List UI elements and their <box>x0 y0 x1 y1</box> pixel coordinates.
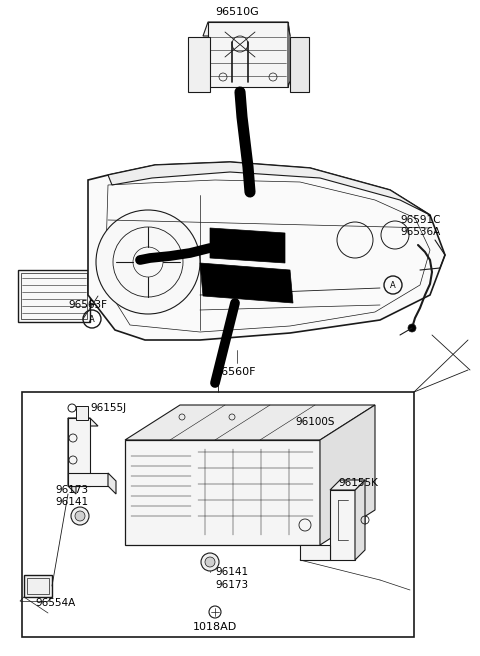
Bar <box>315 485 320 505</box>
Polygon shape <box>108 162 430 215</box>
Polygon shape <box>203 22 290 36</box>
Text: 96141: 96141 <box>215 567 248 577</box>
Polygon shape <box>68 418 90 486</box>
Polygon shape <box>88 162 445 340</box>
Text: 96560F: 96560F <box>214 367 256 377</box>
Text: 96554A: 96554A <box>35 598 75 608</box>
Bar <box>315 460 320 475</box>
Bar <box>24 575 52 597</box>
Circle shape <box>408 324 416 332</box>
Polygon shape <box>355 480 365 560</box>
Bar <box>21 273 87 319</box>
Polygon shape <box>68 473 108 486</box>
Text: 96173: 96173 <box>215 580 248 590</box>
Polygon shape <box>290 37 309 92</box>
Text: 96536A: 96536A <box>400 227 440 237</box>
Text: 96100S: 96100S <box>295 417 335 427</box>
Text: 1018AD: 1018AD <box>193 622 237 632</box>
Circle shape <box>75 511 85 521</box>
Bar <box>90 288 98 304</box>
Text: 96155K: 96155K <box>338 478 378 488</box>
Text: 96141: 96141 <box>55 497 88 507</box>
Circle shape <box>96 210 200 314</box>
Bar <box>197 448 315 536</box>
Bar <box>130 452 192 530</box>
Polygon shape <box>125 405 375 440</box>
Bar <box>315 515 320 530</box>
Polygon shape <box>330 480 365 490</box>
Polygon shape <box>200 263 293 303</box>
Bar <box>27 578 49 594</box>
Text: 96155J: 96155J <box>90 403 126 413</box>
Polygon shape <box>330 490 355 560</box>
Polygon shape <box>188 37 210 92</box>
Circle shape <box>71 507 89 525</box>
Text: 96591C: 96591C <box>400 215 441 225</box>
Text: 96510G: 96510G <box>215 7 259 17</box>
Text: 96173: 96173 <box>55 485 88 495</box>
Polygon shape <box>320 405 375 545</box>
Circle shape <box>205 557 215 567</box>
Polygon shape <box>210 228 285 263</box>
Text: A: A <box>390 281 396 289</box>
Polygon shape <box>300 545 330 560</box>
Text: A: A <box>89 314 95 323</box>
Polygon shape <box>125 440 320 545</box>
Polygon shape <box>68 418 98 426</box>
Circle shape <box>201 553 219 571</box>
Bar <box>22 392 414 637</box>
Polygon shape <box>76 406 88 420</box>
Polygon shape <box>288 22 290 87</box>
Polygon shape <box>68 418 76 494</box>
Bar <box>18 270 90 322</box>
Polygon shape <box>208 22 288 87</box>
Polygon shape <box>108 473 116 494</box>
Text: 96563F: 96563F <box>68 300 107 310</box>
